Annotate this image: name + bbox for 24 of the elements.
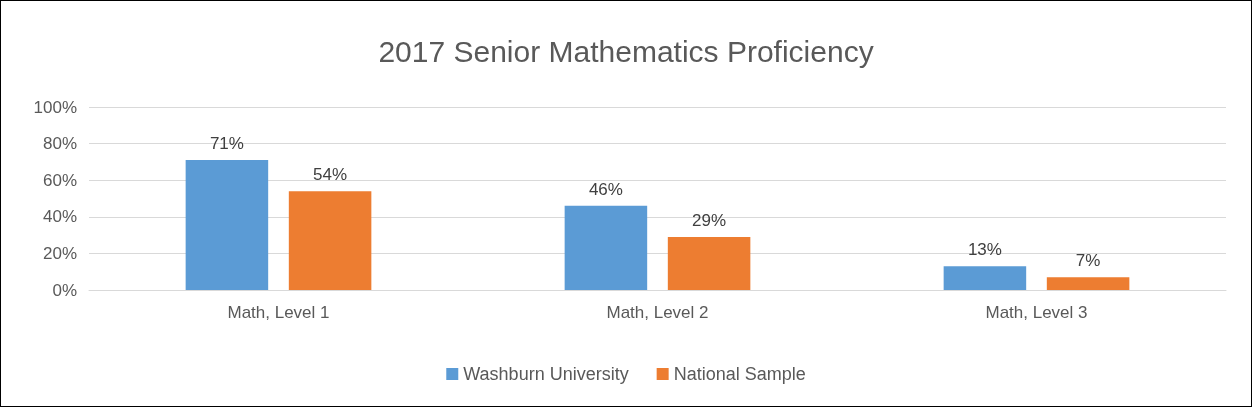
y-tick-label: 60% [42, 170, 77, 190]
x-tick-label: Math, Level 2 [606, 303, 709, 322]
legend-label: National Sample [673, 364, 806, 384]
bar [667, 236, 751, 290]
data-label: 71% [209, 134, 244, 154]
bar [564, 205, 648, 290]
bar [943, 266, 1027, 290]
x-tick-label: Math, Level 1 [227, 303, 330, 322]
chart-title: 2017 Senior Mathematics Proficiency [378, 34, 874, 68]
data-label: 13% [967, 240, 1002, 260]
data-label: 29% [692, 210, 727, 230]
y-tick-label: 40% [42, 207, 77, 227]
y-tick-label: 80% [42, 134, 77, 154]
y-tick-label: 100% [33, 97, 77, 117]
x-tick-label: Math, Level 3 [985, 303, 1088, 322]
bar [185, 160, 269, 290]
data-label: 7% [1075, 251, 1101, 271]
y-tick-label: 20% [42, 243, 77, 263]
data-label: 54% [313, 165, 348, 185]
bar [288, 191, 372, 290]
y-tick-label: 0% [52, 280, 77, 300]
bar [1046, 277, 1130, 290]
legend-label: Washburn University [463, 364, 629, 384]
data-label: 46% [588, 179, 623, 199]
